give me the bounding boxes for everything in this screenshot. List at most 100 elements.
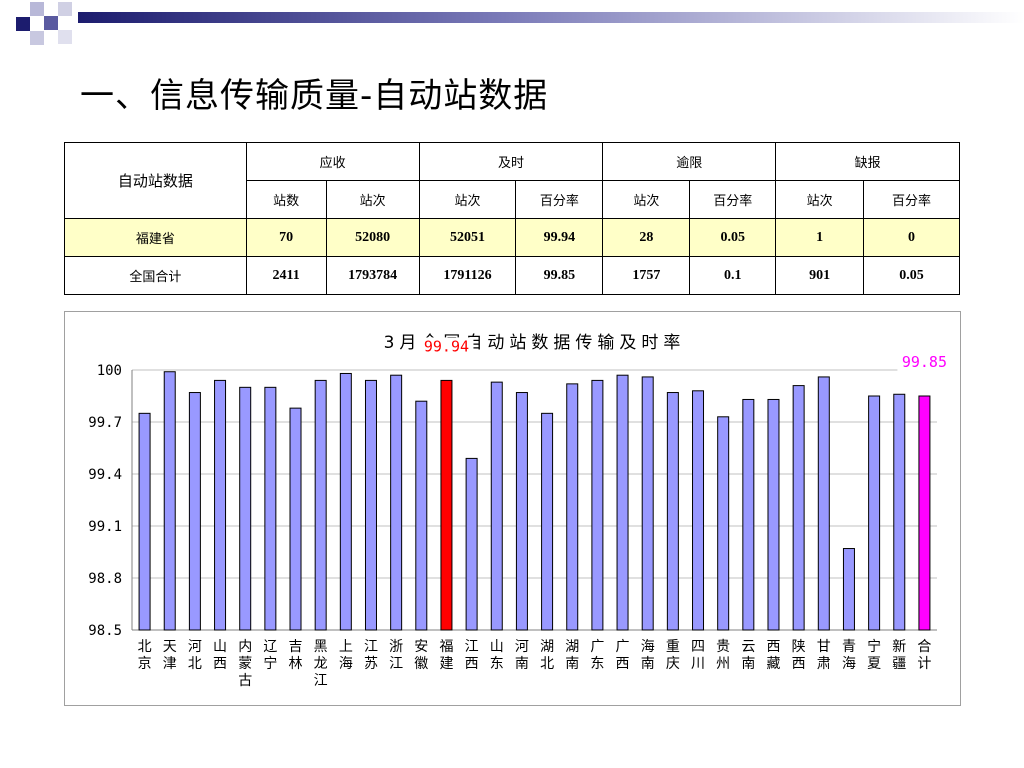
x-tick-label: 湖 [540, 639, 554, 655]
subheader: 站次 [602, 180, 691, 219]
bar [541, 412, 554, 631]
x-tick-label: 海 [842, 656, 856, 672]
x-tick-label: 东 [590, 656, 604, 672]
x-tick-label: 湖 [565, 639, 579, 655]
slide-title: 一、信息传输质量-自动站数据 [80, 76, 549, 116]
bar [239, 386, 252, 631]
y-tick-label: 98.8 [88, 571, 122, 587]
x-tick-label: 新 [892, 639, 906, 655]
x-tick-label: 北 [138, 639, 152, 655]
x-tick-label: 山 [213, 639, 227, 655]
table-cell: 901 [775, 256, 865, 295]
bar [364, 379, 377, 631]
bar [717, 416, 730, 631]
x-tick-label: 夏 [867, 656, 881, 672]
x-tick-label: 辽 [263, 639, 277, 655]
x-tick-label: 肃 [817, 656, 831, 672]
y-tick-label: 99.1 [88, 519, 122, 535]
table-cell: 0.05 [863, 256, 960, 295]
bar [666, 392, 679, 631]
x-tick-label: 疆 [892, 656, 906, 672]
x-tick-label: 宁 [867, 638, 881, 655]
x-tick-label: 南 [641, 656, 655, 672]
bar [314, 379, 327, 631]
x-tick-label: 黑 [314, 639, 328, 655]
bar [515, 392, 528, 631]
table-cell: 1757 [602, 256, 691, 295]
bar-chart: 3月全国自动站数据传输及时率98.598.899.199.499.7100北京天… [88, 333, 952, 689]
x-tick-label: 庆 [666, 656, 680, 672]
table-row: 福建省 70 52080 52051 99.94 28 0.05 1 0 [64, 218, 960, 257]
row-name: 福建省 [64, 218, 247, 257]
x-tick-label: 天 [163, 639, 177, 655]
subheader: 站次 [325, 180, 420, 219]
table-header-row: 自动站数据 应收 及时 逾限 缺报 [64, 142, 960, 219]
x-tick-label: 海 [641, 639, 655, 655]
x-tick-label: 北 [540, 656, 554, 672]
bar [842, 548, 855, 631]
x-tick-label: 蒙 [238, 656, 252, 672]
x-tick-label: 西 [213, 656, 227, 672]
row-name: 全国合计 [64, 256, 247, 295]
x-tick-label: 南 [565, 656, 579, 672]
y-tick-label: 100 [97, 363, 122, 379]
table-cell: 1793784 [325, 256, 420, 295]
bar [692, 390, 705, 631]
x-tick-label: 西 [465, 656, 479, 672]
x-tick-label: 津 [163, 656, 177, 672]
bar [440, 379, 453, 631]
x-tick-label: 安 [414, 639, 428, 655]
y-tick-label: 99.4 [88, 467, 122, 483]
bar [591, 379, 604, 631]
bar [163, 371, 176, 631]
data-label: 99.85 [902, 353, 947, 371]
x-tick-label: 河 [515, 639, 529, 655]
x-tick-label: 贵 [716, 639, 730, 655]
x-tick-label: 陕 [792, 639, 806, 655]
table-cell: 28 [602, 218, 691, 257]
table-cell: 0.05 [689, 218, 777, 257]
group-header: 应收 [245, 142, 420, 181]
x-tick-label: 林 [289, 656, 303, 672]
x-tick-label: 河 [188, 639, 202, 655]
x-tick-label: 四 [691, 639, 705, 655]
bar [264, 386, 277, 631]
bar [742, 398, 755, 631]
x-tick-label: 西 [616, 656, 630, 672]
table-cell: 52080 [325, 218, 420, 257]
x-tick-label: 苏 [364, 656, 378, 672]
x-tick-label: 青 [842, 639, 856, 655]
table-cell: 0.1 [689, 256, 777, 295]
table-row: 全国合计 2411 1793784 1791126 99.85 1757 0.1… [64, 256, 960, 295]
bar [893, 393, 906, 631]
table-cell: 52051 [418, 218, 517, 257]
subheader: 百分率 [515, 180, 604, 219]
chart-frame: 3月全国自动站数据传输及时率 98.5 98.8 99.1 99.4 99.7 100 北京天… [64, 311, 961, 706]
table-cell: 1 [775, 218, 865, 257]
bar [490, 381, 503, 631]
x-tick-label: 山 [490, 639, 504, 655]
x-tick-label: 重 [666, 639, 680, 655]
x-tick-label: 上 [339, 639, 353, 655]
bar [918, 395, 931, 631]
bar [390, 374, 403, 631]
y-tick-label: 98.5 [88, 623, 122, 639]
x-tick-label: 宁 [263, 655, 277, 672]
x-tick-label: 计 [917, 656, 931, 672]
subheader: 站次 [418, 180, 517, 219]
x-tick-label: 京 [138, 656, 152, 672]
x-tick-label: 徽 [414, 656, 428, 672]
table-subheader-row: 站数 站次 站次 百分率 站次 百分率 站次 百分率 [65, 180, 960, 219]
table-cell: 1791126 [418, 256, 517, 295]
table-cell: 99.94 [515, 218, 604, 257]
bar [767, 398, 780, 631]
x-tick-label: 吉 [289, 639, 303, 655]
subheader: 百分率 [863, 180, 960, 219]
table-cell: 70 [245, 218, 327, 257]
x-tick-label: 川 [691, 656, 705, 672]
x-tick-label: 云 [741, 639, 755, 655]
y-tick-label: 99.7 [88, 415, 122, 431]
slide-decoration [16, 2, 1024, 45]
x-tick-label: 西 [792, 656, 806, 672]
x-tick-label: 江 [465, 639, 479, 655]
